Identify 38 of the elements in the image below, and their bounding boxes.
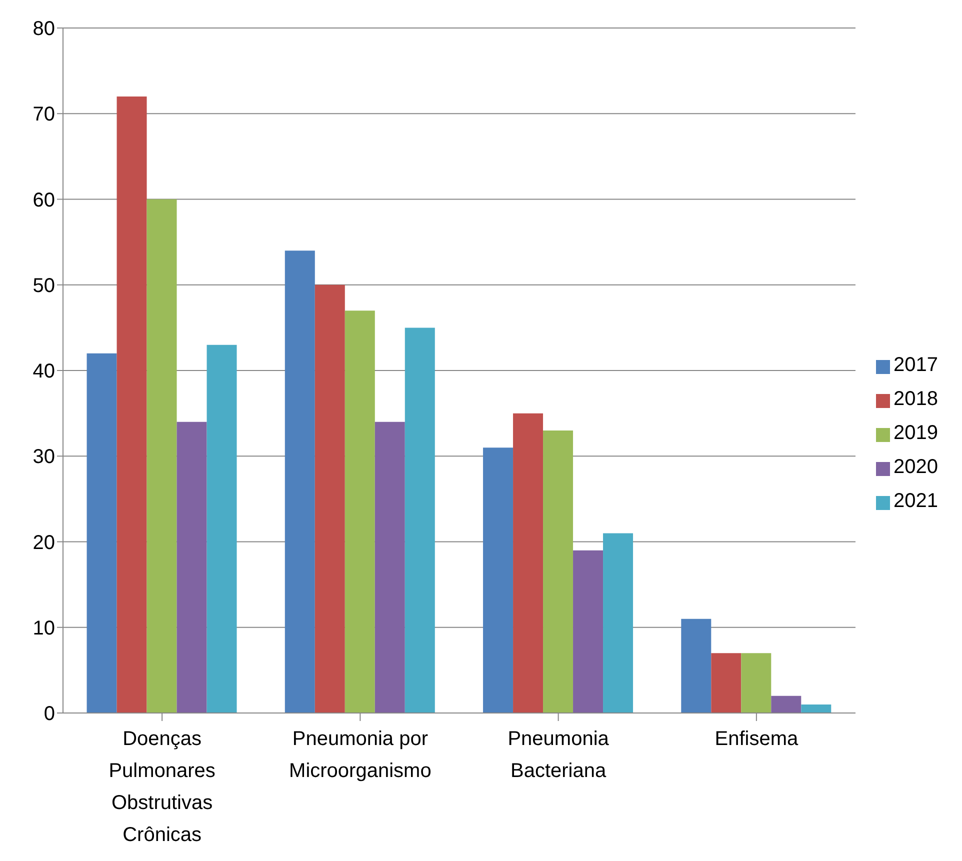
legend-label: 2020 <box>894 456 938 478</box>
bar <box>344 310 375 713</box>
bar <box>771 696 802 713</box>
bar <box>314 284 345 713</box>
y-tick-label: 10 <box>32 617 55 640</box>
bar <box>374 422 405 713</box>
y-tick-label: 60 <box>32 189 55 212</box>
y-tick-label: 20 <box>32 532 55 554</box>
legend-label: 2018 <box>894 388 938 410</box>
bar <box>573 550 604 713</box>
bar <box>483 448 514 713</box>
bar <box>681 618 712 713</box>
bar <box>711 653 742 713</box>
bar <box>146 199 177 713</box>
y-tick-label: 30 <box>32 446 55 468</box>
bar <box>404 328 435 713</box>
bar <box>603 533 634 713</box>
y-tick-label: 70 <box>32 104 55 126</box>
y-tick-label: 50 <box>32 274 55 297</box>
bar <box>116 96 147 713</box>
bar <box>206 344 237 713</box>
y-tick-label: 0 <box>44 703 55 726</box>
legend-label: 2019 <box>894 422 938 444</box>
x-tick-label: Pneumonia Bacteriana <box>508 728 610 782</box>
bar <box>176 422 207 713</box>
y-tick-label: 40 <box>32 360 55 383</box>
bar <box>513 413 544 713</box>
x-tick-label: Pneumonia por Microorganismo <box>289 728 432 782</box>
bar <box>284 250 315 713</box>
bar <box>543 430 574 713</box>
x-tick-label: Doenças Pulmonares Obstrutivas Crônicas <box>108 728 216 846</box>
bar <box>801 704 832 713</box>
bar <box>86 353 117 713</box>
y-tick-label: 80 <box>32 18 55 40</box>
legend-label: 2017 <box>894 354 938 376</box>
x-tick-label: Enfisema <box>714 728 799 750</box>
legend-label: 2021 <box>894 490 938 512</box>
bar <box>741 653 772 713</box>
